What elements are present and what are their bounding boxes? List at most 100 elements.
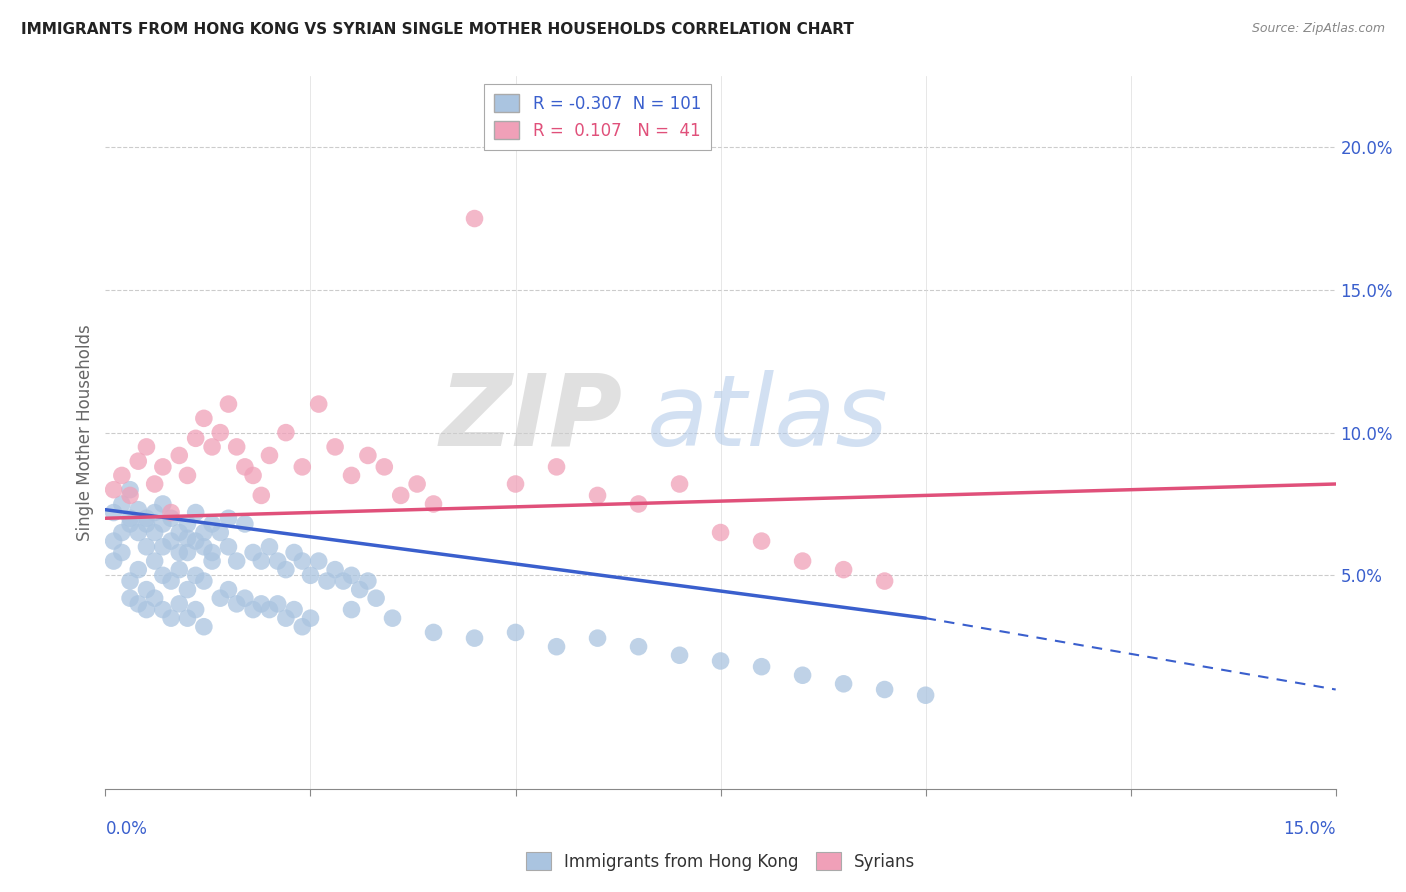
Point	[201, 516, 224, 531]
Point	[135, 602, 157, 616]
Point	[127, 454, 149, 468]
Point	[381, 611, 404, 625]
Point	[201, 440, 224, 454]
Point	[176, 516, 198, 531]
Point	[103, 554, 125, 568]
Point	[299, 568, 322, 582]
Point	[176, 582, 198, 597]
Point	[184, 506, 207, 520]
Point	[218, 511, 240, 525]
Point	[111, 468, 134, 483]
Point	[751, 659, 773, 673]
Point	[464, 211, 486, 226]
Point	[332, 574, 354, 588]
Point	[668, 648, 690, 663]
Text: 0.0%: 0.0%	[105, 820, 148, 838]
Point	[176, 531, 198, 545]
Point	[505, 477, 527, 491]
Point	[193, 525, 215, 540]
Point	[169, 545, 191, 559]
Text: 15.0%: 15.0%	[1284, 820, 1336, 838]
Point	[143, 506, 166, 520]
Point	[135, 516, 157, 531]
Point	[250, 488, 273, 502]
Point	[291, 554, 314, 568]
Point	[169, 525, 191, 540]
Point	[160, 611, 183, 625]
Point	[291, 620, 314, 634]
Point	[274, 425, 297, 440]
Point	[135, 440, 157, 454]
Point	[120, 483, 141, 497]
Point	[340, 468, 363, 483]
Point	[184, 534, 207, 549]
Point	[233, 459, 256, 474]
Point	[323, 563, 346, 577]
Point	[586, 631, 609, 645]
Point	[242, 602, 264, 616]
Point	[143, 554, 166, 568]
Point	[135, 511, 157, 525]
Point	[242, 468, 264, 483]
Point	[225, 554, 247, 568]
Point	[259, 602, 281, 616]
Point	[152, 602, 174, 616]
Point	[422, 625, 444, 640]
Point	[184, 602, 207, 616]
Point	[914, 688, 936, 702]
Point	[366, 591, 388, 606]
Point	[111, 497, 134, 511]
Point	[389, 488, 412, 502]
Point	[169, 597, 191, 611]
Point	[242, 545, 264, 559]
Point	[209, 525, 232, 540]
Point	[308, 397, 330, 411]
Point	[160, 511, 183, 525]
Legend: Immigrants from Hong Kong, Syrians: Immigrants from Hong Kong, Syrians	[519, 846, 922, 878]
Point	[464, 631, 486, 645]
Point	[710, 525, 733, 540]
Point	[152, 459, 174, 474]
Point	[201, 554, 224, 568]
Point	[160, 506, 183, 520]
Text: IMMIGRANTS FROM HONG KONG VS SYRIAN SINGLE MOTHER HOUSEHOLDS CORRELATION CHART: IMMIGRANTS FROM HONG KONG VS SYRIAN SING…	[21, 22, 853, 37]
Point	[127, 525, 149, 540]
Point	[299, 611, 322, 625]
Point	[668, 477, 690, 491]
Point	[111, 545, 134, 559]
Point	[120, 488, 141, 502]
Point	[546, 640, 568, 654]
Point	[218, 582, 240, 597]
Point	[127, 597, 149, 611]
Point	[127, 502, 149, 516]
Point	[184, 431, 207, 445]
Point	[120, 591, 141, 606]
Point	[267, 597, 290, 611]
Point	[120, 516, 141, 531]
Point	[152, 568, 174, 582]
Point	[259, 540, 281, 554]
Point	[225, 597, 247, 611]
Point	[250, 597, 273, 611]
Point	[111, 525, 134, 540]
Point	[127, 563, 149, 577]
Point	[308, 554, 330, 568]
Point	[357, 574, 380, 588]
Point	[143, 477, 166, 491]
Point	[143, 525, 166, 540]
Point	[283, 602, 305, 616]
Point	[103, 506, 125, 520]
Point	[193, 574, 215, 588]
Point	[193, 411, 215, 425]
Point	[873, 574, 896, 588]
Point	[201, 545, 224, 559]
Point	[627, 640, 650, 654]
Point	[135, 582, 157, 597]
Text: atlas: atlas	[647, 370, 889, 467]
Point	[250, 554, 273, 568]
Point	[422, 497, 444, 511]
Point	[169, 563, 191, 577]
Point	[792, 554, 814, 568]
Point	[291, 459, 314, 474]
Point	[357, 449, 380, 463]
